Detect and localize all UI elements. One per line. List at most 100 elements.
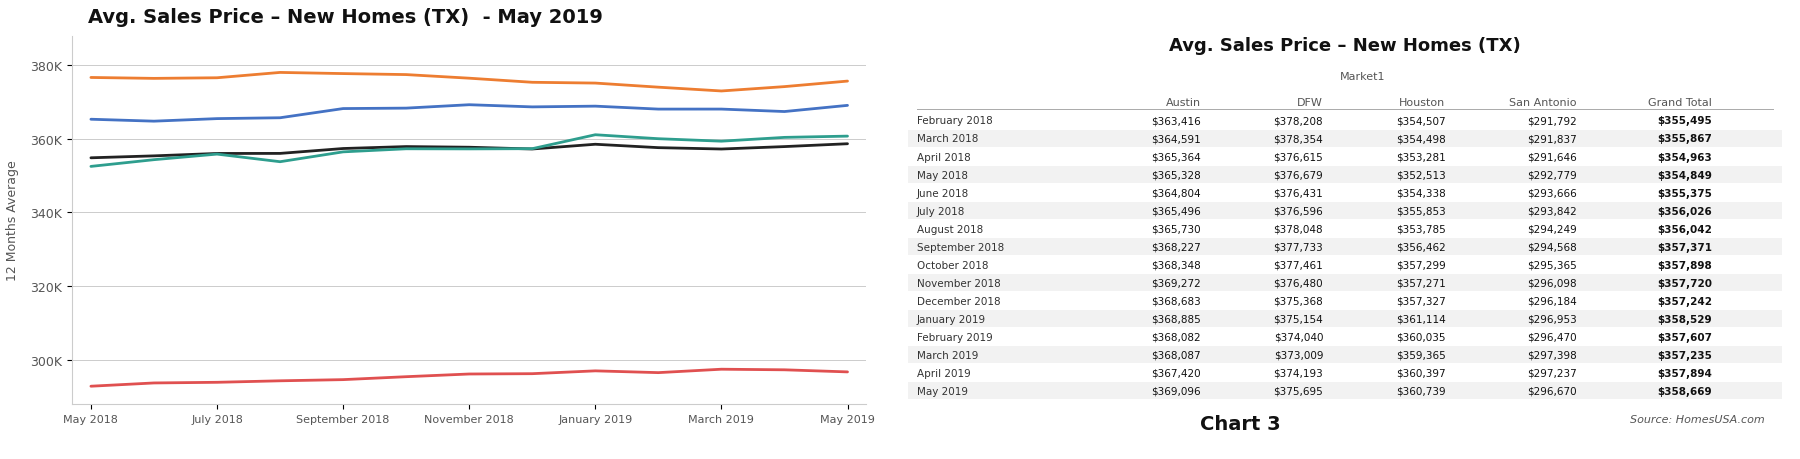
Text: $297,398: $297,398 [1526, 350, 1577, 360]
Text: $357,235: $357,235 [1658, 350, 1712, 360]
Text: $354,963: $354,963 [1658, 152, 1712, 162]
Text: $367,420: $367,420 [1152, 368, 1201, 378]
Text: February 2018: February 2018 [916, 116, 992, 126]
Text: $296,098: $296,098 [1526, 278, 1577, 288]
Text: December 2018: December 2018 [916, 296, 1001, 306]
Text: $357,898: $357,898 [1658, 260, 1712, 270]
Text: $375,368: $375,368 [1273, 296, 1323, 306]
Text: $294,568: $294,568 [1526, 242, 1577, 252]
Text: $357,607: $357,607 [1658, 332, 1712, 342]
FancyBboxPatch shape [909, 311, 1782, 327]
Text: $296,470: $296,470 [1526, 332, 1577, 342]
Text: Avg. Sales Price – New Homes (TX)  - May 2019: Avg. Sales Price – New Homes (TX) - May … [88, 8, 603, 27]
Text: DFW: DFW [1298, 97, 1323, 107]
Text: Grand Total: Grand Total [1649, 97, 1712, 107]
Text: $357,271: $357,271 [1395, 278, 1445, 288]
Text: $376,431: $376,431 [1273, 188, 1323, 198]
Text: $356,462: $356,462 [1395, 242, 1445, 252]
FancyBboxPatch shape [909, 203, 1782, 219]
Text: Austin: Austin [1166, 97, 1201, 107]
Text: Houston: Houston [1399, 97, 1445, 107]
Text: $360,739: $360,739 [1397, 386, 1445, 396]
Text: $375,695: $375,695 [1273, 386, 1323, 396]
Text: $354,507: $354,507 [1397, 116, 1445, 126]
Text: $364,591: $364,591 [1152, 134, 1201, 144]
FancyBboxPatch shape [909, 239, 1782, 255]
Text: $353,785: $353,785 [1395, 224, 1445, 234]
Text: $375,154: $375,154 [1273, 314, 1323, 324]
Text: Market1: Market1 [1339, 72, 1386, 82]
FancyBboxPatch shape [909, 347, 1782, 363]
Text: Chart 3: Chart 3 [1201, 414, 1280, 434]
Text: $376,596: $376,596 [1273, 206, 1323, 216]
Text: $355,375: $355,375 [1658, 188, 1712, 198]
Text: $355,853: $355,853 [1395, 206, 1445, 216]
Text: $297,237: $297,237 [1526, 368, 1577, 378]
Text: July 2018: July 2018 [916, 206, 965, 216]
Text: $296,670: $296,670 [1526, 386, 1577, 396]
Text: $378,048: $378,048 [1274, 224, 1323, 234]
Text: $374,193: $374,193 [1273, 368, 1323, 378]
Text: $365,730: $365,730 [1152, 224, 1201, 234]
Text: $369,272: $369,272 [1152, 278, 1201, 288]
Text: Avg. Sales Price – New Homes (TX): Avg. Sales Price – New Homes (TX) [1170, 37, 1521, 55]
Text: $293,842: $293,842 [1526, 206, 1577, 216]
Text: November 2018: November 2018 [916, 278, 1001, 288]
Text: $296,953: $296,953 [1526, 314, 1577, 324]
Text: $291,837: $291,837 [1526, 134, 1577, 144]
Text: $357,720: $357,720 [1658, 278, 1712, 288]
Text: $296,184: $296,184 [1526, 296, 1577, 306]
Text: $358,529: $358,529 [1658, 314, 1712, 324]
Text: $376,480: $376,480 [1274, 278, 1323, 288]
FancyBboxPatch shape [909, 329, 1782, 345]
Text: $376,615: $376,615 [1273, 152, 1323, 162]
Text: $373,009: $373,009 [1274, 350, 1323, 360]
FancyBboxPatch shape [909, 257, 1782, 273]
Text: $361,114: $361,114 [1395, 314, 1445, 324]
Text: $360,397: $360,397 [1397, 368, 1445, 378]
Text: January 2019: January 2019 [916, 314, 986, 324]
Text: $293,666: $293,666 [1526, 188, 1577, 198]
Text: $360,035: $360,035 [1397, 332, 1445, 342]
Text: $374,040: $374,040 [1274, 332, 1323, 342]
Text: $353,281: $353,281 [1395, 152, 1445, 162]
Text: $378,208: $378,208 [1274, 116, 1323, 126]
Text: $355,867: $355,867 [1658, 134, 1712, 144]
Text: Source: HomesUSA.com: Source: HomesUSA.com [1629, 414, 1764, 425]
Text: $368,082: $368,082 [1152, 332, 1201, 342]
FancyBboxPatch shape [909, 185, 1782, 201]
Text: $354,338: $354,338 [1395, 188, 1445, 198]
Text: $357,242: $357,242 [1658, 296, 1712, 306]
Text: $377,461: $377,461 [1273, 260, 1323, 270]
FancyBboxPatch shape [909, 149, 1782, 165]
Text: $359,365: $359,365 [1395, 350, 1445, 360]
FancyBboxPatch shape [909, 167, 1782, 183]
Text: February 2019: February 2019 [916, 332, 992, 342]
FancyBboxPatch shape [909, 293, 1782, 309]
Text: $368,885: $368,885 [1152, 314, 1201, 324]
Text: $355,495: $355,495 [1658, 116, 1712, 126]
Text: $368,227: $368,227 [1152, 242, 1201, 252]
Text: $354,849: $354,849 [1658, 170, 1712, 180]
Text: $357,299: $357,299 [1395, 260, 1445, 270]
Text: San Antonio: San Antonio [1508, 97, 1577, 107]
Text: $295,365: $295,365 [1526, 260, 1577, 270]
Text: $354,498: $354,498 [1395, 134, 1445, 144]
Text: $352,513: $352,513 [1395, 170, 1445, 180]
FancyBboxPatch shape [909, 131, 1782, 147]
Text: $291,792: $291,792 [1526, 116, 1577, 126]
Text: $369,096: $369,096 [1152, 386, 1201, 396]
Text: $363,416: $363,416 [1152, 116, 1201, 126]
FancyBboxPatch shape [909, 221, 1782, 237]
Text: May 2019: May 2019 [916, 386, 968, 396]
Text: $378,354: $378,354 [1273, 134, 1323, 144]
Text: $377,733: $377,733 [1273, 242, 1323, 252]
Text: March 2018: March 2018 [916, 134, 977, 144]
Text: $368,087: $368,087 [1152, 350, 1201, 360]
Text: $368,683: $368,683 [1152, 296, 1201, 306]
Text: $356,026: $356,026 [1658, 206, 1712, 216]
Text: September 2018: September 2018 [916, 242, 1004, 252]
Y-axis label: 12 Months Average: 12 Months Average [5, 160, 20, 280]
Text: $365,328: $365,328 [1152, 170, 1201, 180]
Text: $357,371: $357,371 [1658, 242, 1712, 252]
